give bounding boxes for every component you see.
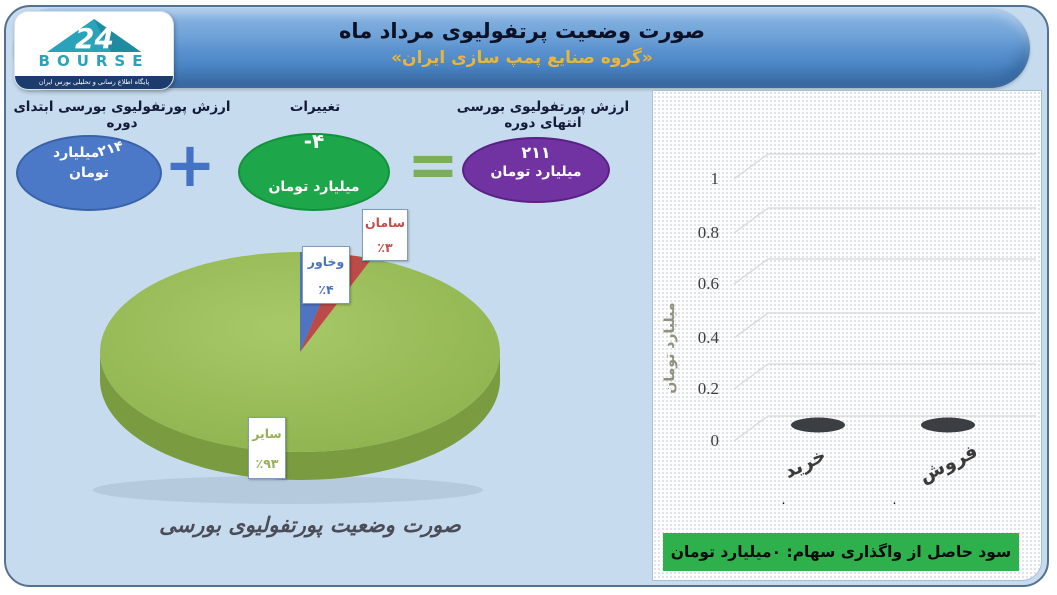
logo-triangle-icon: 24	[47, 19, 141, 55]
y-axis-tick: 0.8	[697, 223, 719, 242]
callout-saman: سامان ٪۳	[362, 209, 408, 261]
callout-vakhavar-value: ٪۴	[318, 281, 334, 297]
change-value-ellipse: -۴ میلیارد تومان	[238, 129, 390, 211]
pie-caption: صورت وضعیت پورتفولیوی بورسی	[159, 513, 461, 537]
cylinder-buy	[791, 417, 845, 433]
trades-chart-grid	[733, 153, 1036, 442]
label-change: تغییرات	[289, 99, 341, 115]
callout-vakhavar-label: وخاور	[307, 253, 345, 269]
page-subtitle: «گروه صنایع پمپ سازی ایران»	[391, 48, 653, 68]
bourse-logo: 24 BOURSE پایگاه اطلاع رسانی و تحلیلی بو…	[14, 11, 174, 90]
callout-saman-label: سامان	[364, 215, 406, 230]
callout-vakhavar: وخاور ٪۴	[302, 246, 350, 304]
pie-side	[100, 352, 500, 480]
end-value-unit: میلیارد تومان	[490, 164, 582, 180]
logo-number: 24	[75, 22, 114, 54]
label-start-value: ارزش پورتفولیوی بورسی ابتدای دوره	[13, 99, 231, 131]
pie-shadow	[93, 476, 483, 504]
header-bar: صورت وضعیت پرتفولیوی مرداد ماه «گروه صنا…	[14, 8, 1030, 88]
y-axis-tick: 1	[710, 169, 720, 188]
equals-operator-icon: =	[407, 128, 459, 201]
end-value-number: ۲۱۱	[521, 143, 551, 162]
label-end-value: ارزش پورتفولیوی بورسی انتهای دوره	[456, 99, 630, 131]
change-value-number: -۴	[303, 129, 325, 153]
plus-operator-icon: +	[164, 128, 216, 201]
start-value-number: ۲۱۴	[96, 137, 126, 161]
y-axis-tick: 0.6	[697, 274, 719, 293]
y-axis-tick: 0.4	[697, 328, 719, 347]
data-label-buy: ۰	[780, 496, 787, 511]
y-axis-tick: 0	[710, 431, 720, 450]
logo-tagline: پایگاه اطلاع رسانی و تحلیلی بورس ایران	[15, 76, 173, 89]
start-value-text: ۲۱۴میلیارد	[18, 138, 160, 161]
callout-other-value: ٪۹۳	[255, 455, 279, 471]
start-value-ellipse: ۲۱۴میلیارد تومان	[16, 135, 162, 211]
callout-other: سایر ٪۹۳	[248, 417, 286, 479]
y-axis-tick: 0.2	[697, 379, 719, 398]
callout-saman-value: ٪۳	[377, 240, 393, 255]
change-value-unit: میلیارد تومان	[268, 179, 360, 195]
page-title: صورت وضعیت پرتفولیوی مرداد ماه	[339, 19, 705, 43]
callout-other-label: سایر	[252, 425, 282, 441]
end-value-ellipse: ۲۱۱ میلیارد تومان	[462, 137, 610, 203]
profit-summary-bar: سود حاصل از واگذاری سهام: ۰میلیارد تومان	[663, 533, 1019, 571]
start-value-unit: میلیارد	[53, 145, 100, 161]
trades-chart-panel: 1 0.8 0.6 0.4 0.2 0 میلیارد تومان خرید ف…	[652, 90, 1042, 581]
data-label-sell: ۰	[891, 496, 898, 511]
y-axis-title: میلیارد تومان	[662, 302, 678, 394]
start-value-unit2: تومان	[69, 165, 109, 181]
logo-brand: BOURSE	[38, 52, 150, 70]
cylinder-sell	[921, 417, 975, 433]
